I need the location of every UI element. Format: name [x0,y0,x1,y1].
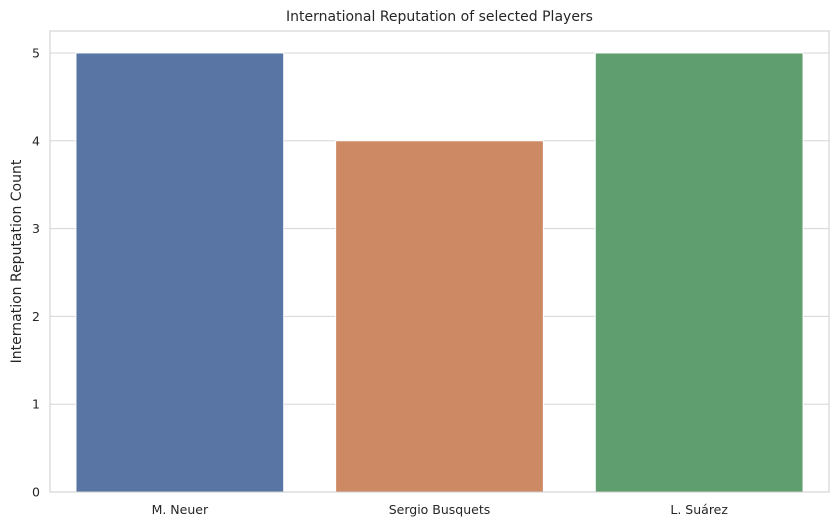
x-tick-label: Sergio Busquets [389,502,491,517]
y-tick-label: 3 [32,221,40,236]
chart-title: International Reputation of selected Pla… [286,9,593,25]
bar-0 [75,52,285,493]
y-axis-label: Internation Reputation Count [9,159,25,363]
y-tick-label: 1 [32,397,40,412]
plot-frame [49,30,830,493]
x-tick-label: M. Neuer [152,502,209,517]
y-tick-label: 0 [32,485,40,500]
y-tick-label: 4 [32,133,40,148]
y-tick-labels: 0 1 2 3 4 5 [32,45,40,499]
bar-1 [335,140,544,493]
x-tick-label: L. Suárez [670,502,728,517]
x-tick-labels: M. Neuer Sergio Busquets L. Suárez [152,502,729,517]
y-tick-label: 5 [32,45,40,60]
bar-2 [594,52,804,493]
y-tick-label: 2 [32,309,40,324]
bars [75,52,804,493]
